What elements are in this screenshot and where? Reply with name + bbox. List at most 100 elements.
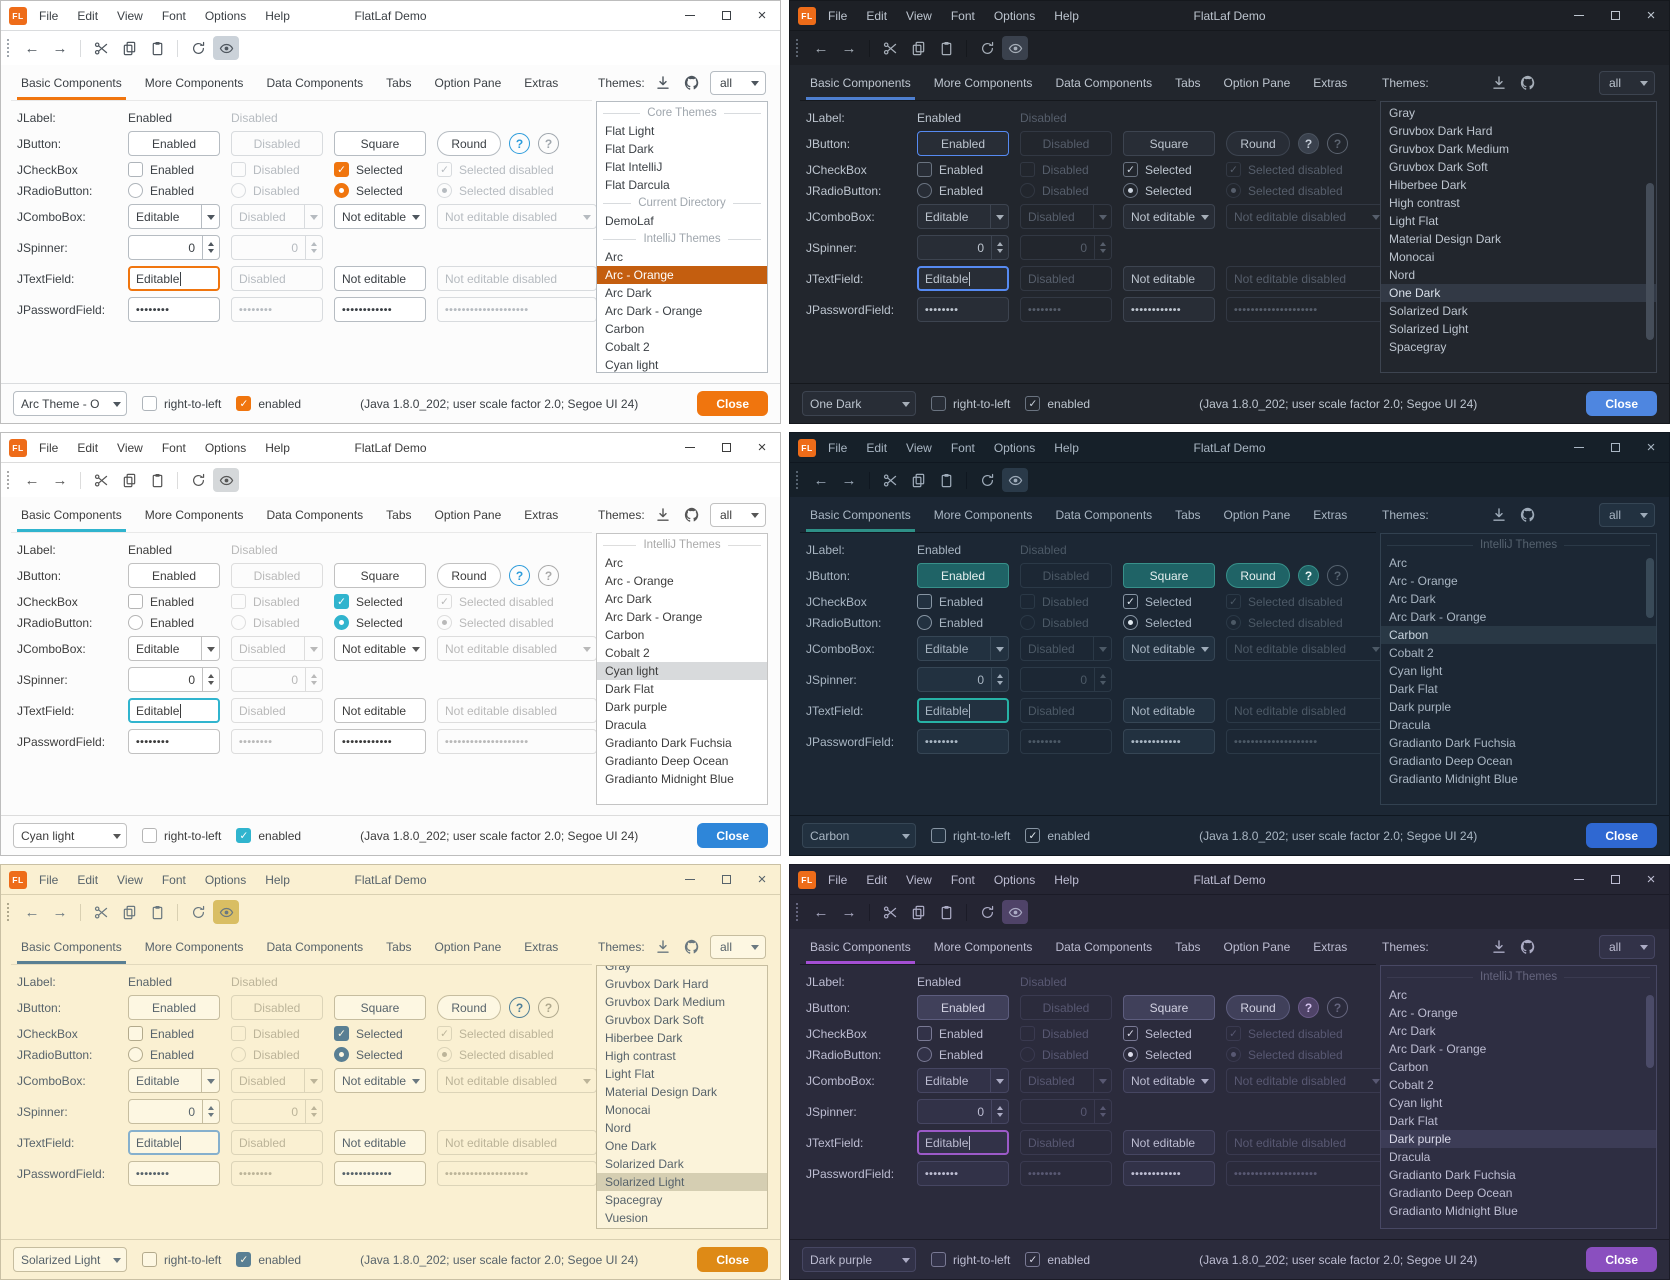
theme-list-item[interactable]: Arc Dark - Orange [605, 304, 703, 318]
refresh-button[interactable] [185, 900, 211, 924]
theme-list-item[interactable]: Light Flat [1389, 214, 1439, 228]
passwordfield-enabled[interactable]: •••••••• [917, 1161, 1009, 1186]
maximize-button[interactable] [708, 865, 744, 894]
theme-list-item[interactable]: Cobalt 2 [1389, 646, 1434, 660]
jbutton-round[interactable]: Round [1226, 995, 1290, 1020]
spinner-arrows[interactable] [202, 1100, 219, 1123]
menu-options[interactable]: Options [204, 440, 247, 455]
menu-edit[interactable]: Edit [866, 872, 888, 887]
theme-list-item[interactable]: Arc Dark - Orange [1389, 610, 1487, 624]
theme-list-item[interactable]: Spacegray [1389, 340, 1447, 354]
theme-list-item[interactable]: Cyan light [605, 358, 659, 372]
theme-list-item[interactable]: Dark Flat [1389, 682, 1438, 696]
refresh-button[interactable] [185, 468, 211, 492]
tab-data-components[interactable]: Data Components [1055, 508, 1153, 522]
back-button[interactable]: ← [24, 903, 40, 921]
lookandfeel-combo[interactable]: Carbon [802, 823, 916, 848]
show-hidden-toggle[interactable] [213, 36, 239, 60]
theme-list-item[interactable]: Gradianto Midnight Blue [605, 772, 734, 786]
right-to-left-checkbox[interactable]: right-to-left [142, 828, 221, 843]
combobox-editable[interactable]: Editable [917, 204, 1009, 229]
passwordfield-enabled[interactable]: •••••••• [917, 297, 1009, 322]
spinner-enabled[interactable]: 0 [917, 1099, 1009, 1124]
forward-button[interactable]: → [52, 471, 68, 489]
menu-help[interactable]: Help [1054, 440, 1079, 455]
theme-list-item[interactable]: Dark Flat [605, 682, 654, 696]
theme-list-item[interactable]: Spacegray [605, 1193, 663, 1207]
spinner-enabled[interactable]: 0 [128, 667, 220, 692]
cut-button[interactable] [877, 900, 903, 924]
checkbox-enabled[interactable]: Enabled [917, 162, 1009, 177]
menu-help[interactable]: Help [265, 440, 290, 455]
theme-list-item[interactable]: Dracula [1389, 718, 1431, 732]
radio-enabled[interactable]: Enabled [128, 615, 220, 630]
copy-button[interactable] [116, 900, 142, 924]
theme-filter-combo[interactable]: all [1599, 71, 1655, 95]
combobox-not-editable[interactable]: Not editable [1123, 204, 1215, 229]
menu-edit[interactable]: Edit [77, 440, 99, 455]
theme-list-item[interactable]: Arc Dark [1389, 1024, 1436, 1038]
theme-list-item[interactable]: Flat IntelliJ [605, 160, 663, 174]
theme-list-item[interactable]: Arc - Orange [597, 266, 767, 284]
tab-tabs[interactable]: Tabs [1175, 76, 1201, 90]
passwordfield-enabled[interactable]: •••••••• [128, 729, 220, 754]
jbutton-enabled[interactable]: Enabled [917, 131, 1009, 156]
theme-list-item[interactable]: Carbon [605, 628, 645, 642]
jbutton-enabled[interactable]: Enabled [128, 995, 220, 1020]
paste-button[interactable] [933, 468, 959, 492]
copy-button[interactable] [905, 468, 931, 492]
menu-view[interactable]: View [117, 440, 143, 455]
menu-view[interactable]: View [906, 872, 932, 887]
back-button[interactable]: ← [24, 39, 40, 57]
menu-edit[interactable]: Edit [866, 8, 888, 23]
theme-list-item[interactable]: Dracula [1389, 1150, 1431, 1164]
theme-list-item[interactable]: Gradianto Midnight Blue [1389, 772, 1518, 786]
close-window-button[interactable]: × [1646, 871, 1656, 888]
toolbar-grip[interactable] [7, 39, 11, 57]
checkbox-enabled[interactable]: Enabled [128, 162, 220, 177]
tab-data-components[interactable]: Data Components [266, 508, 364, 522]
maximize-button[interactable] [1597, 433, 1633, 462]
menu-file[interactable]: File [39, 872, 59, 887]
tab-extras[interactable]: Extras [524, 940, 559, 954]
tab-basic-components[interactable]: Basic Components [17, 930, 126, 964]
combobox-editable[interactable]: Editable [917, 1068, 1009, 1093]
github-icon[interactable] [1520, 75, 1536, 91]
theme-list-item[interactable]: Gradianto Dark Fuchsia [1389, 736, 1516, 750]
jbutton-round[interactable]: Round [1226, 563, 1290, 588]
theme-list-item[interactable]: Dracula [605, 718, 647, 732]
theme-list-item[interactable]: Gruvbox Dark Soft [1389, 160, 1488, 174]
theme-list-item[interactable]: Arc - Orange [605, 574, 674, 588]
theme-list-item[interactable]: Gradianto Deep Ocean [605, 754, 729, 768]
menu-font[interactable]: Font [161, 440, 186, 455]
theme-list-item[interactable]: High contrast [1389, 196, 1460, 210]
enabled-checkbox[interactable]: enabled [236, 396, 301, 411]
theme-list-item[interactable]: Dark purple [1381, 1130, 1656, 1148]
theme-list-item[interactable]: Nord [1389, 268, 1416, 282]
tab-basic-components[interactable]: Basic Components [806, 66, 915, 100]
show-hidden-toggle[interactable] [213, 468, 239, 492]
paste-button[interactable] [933, 900, 959, 924]
radio-selected[interactable]: Selected [334, 615, 426, 630]
jbutton-square[interactable]: Square [1123, 131, 1215, 156]
theme-list-item[interactable]: Solarized Light [1389, 322, 1469, 336]
theme-list-item[interactable]: Dark Flat [1389, 1114, 1438, 1128]
theme-list-item[interactable]: Gruvbox Dark Medium [605, 995, 726, 1009]
theme-list-item[interactable]: Flat Light [605, 124, 655, 138]
tab-option-pane[interactable]: Option Pane [1223, 76, 1291, 90]
checkbox-selected[interactable]: Selected [334, 594, 426, 609]
tab-extras[interactable]: Extras [524, 76, 559, 90]
theme-list-item[interactable]: One Dark [605, 1139, 657, 1153]
tab-extras[interactable]: Extras [1313, 76, 1348, 90]
menu-font[interactable]: Font [161, 872, 186, 887]
refresh-button[interactable] [974, 900, 1000, 924]
textfield-editable[interactable]: Editable [917, 1130, 1009, 1155]
tab-more-components[interactable]: More Components [933, 508, 1033, 522]
menu-file[interactable]: File [828, 440, 848, 455]
tab-basic-components[interactable]: Basic Components [806, 498, 915, 532]
menu-font[interactable]: Font [950, 872, 975, 887]
show-hidden-toggle[interactable] [1002, 900, 1028, 924]
theme-list-item[interactable]: Arc - Orange [1389, 1006, 1458, 1020]
tab-more-components[interactable]: More Components [144, 940, 244, 954]
github-icon[interactable] [684, 939, 700, 955]
